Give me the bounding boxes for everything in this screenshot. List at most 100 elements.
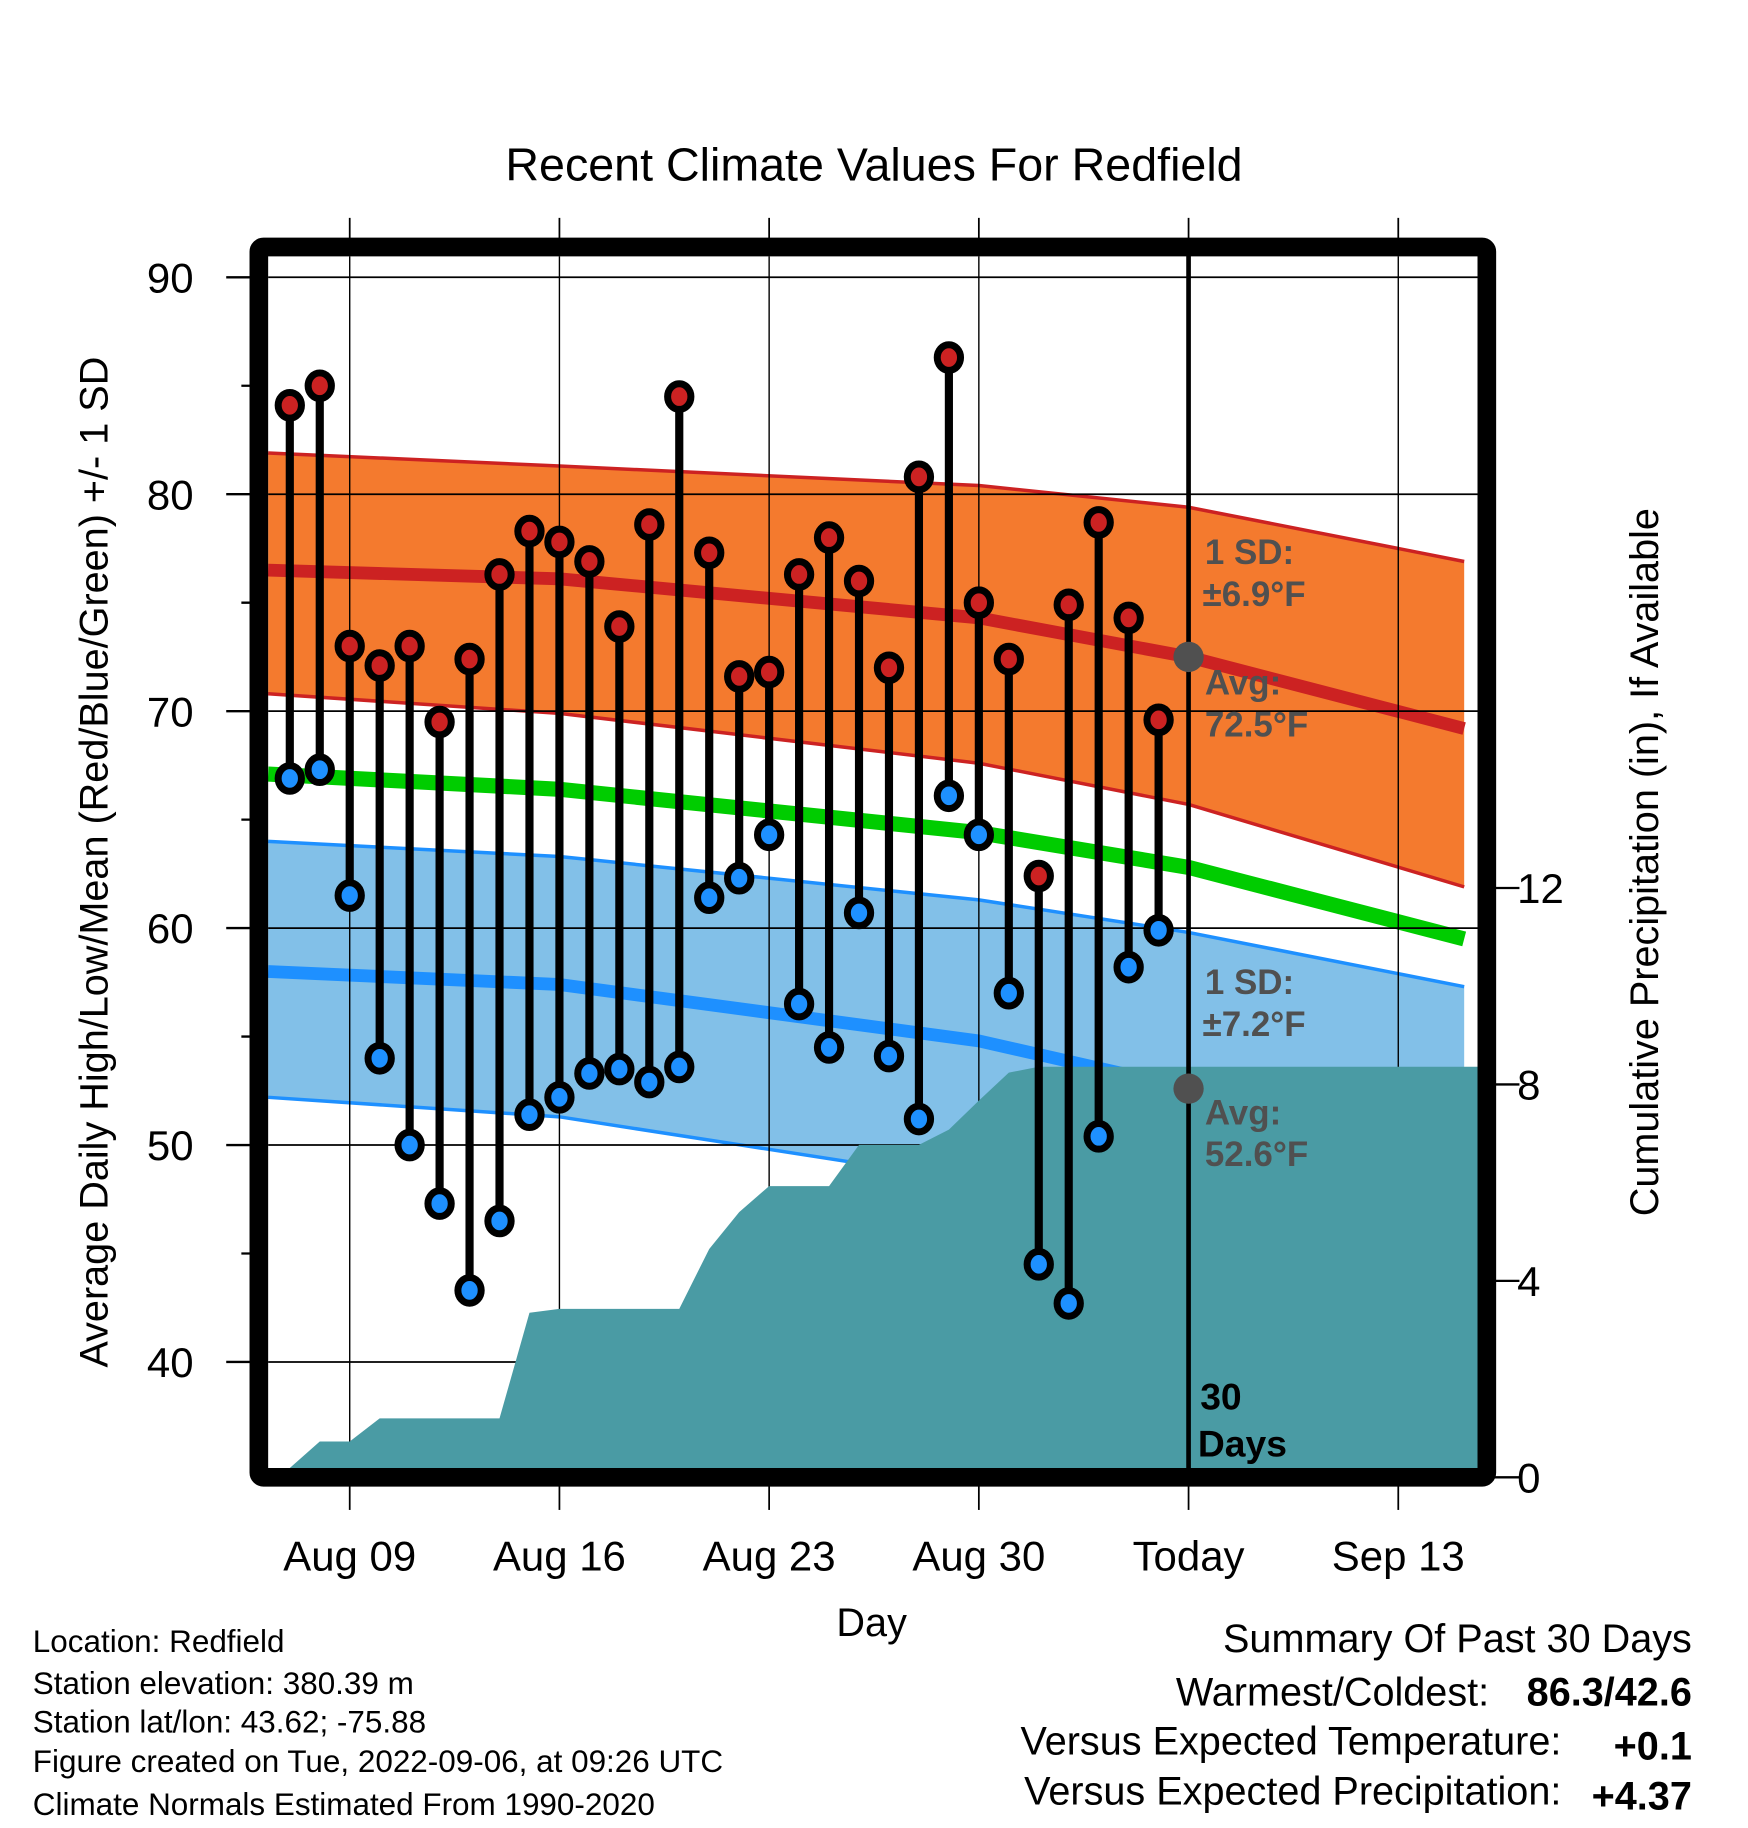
daily-high-point	[843, 564, 875, 598]
daily-high-point	[873, 651, 905, 685]
y-tick-label: 90	[147, 254, 194, 301]
created-text: Figure created on Tue, 2022-09-06, at 09…	[33, 1744, 723, 1779]
normal-low-today-dot	[1173, 1073, 1204, 1104]
daily-high-point	[634, 508, 665, 541]
daily-low-point	[1143, 913, 1174, 947]
daily-low-point	[873, 1039, 905, 1073]
y-tick-label: 70	[147, 688, 194, 735]
daily-low-point	[813, 1031, 845, 1064]
daily-high-point	[813, 521, 845, 554]
daily-high-point	[1083, 506, 1114, 539]
daily-marks-layer	[274, 341, 1174, 1320]
normal-high-today-dot	[1173, 641, 1204, 673]
daily-high-point	[724, 660, 755, 693]
daily-low-point	[484, 1204, 515, 1238]
y2-tick-label: 8	[1517, 1062, 1540, 1109]
daily-low-point	[364, 1041, 395, 1075]
summary-panel: Summary Of Past 30 Days Warmest/Coldest:…	[1020, 1617, 1691, 1818]
y2-tick-label: 4	[1517, 1258, 1540, 1305]
daily-high-point	[394, 629, 425, 663]
summary-title: Summary Of Past 30 Days	[1223, 1617, 1692, 1661]
daily-high-point	[963, 586, 994, 620]
low-sd-value: ±7.2°F	[1203, 1005, 1306, 1044]
high-sd-band	[268, 453, 1465, 887]
daily-low-point	[514, 1098, 545, 1131]
daily-low-point	[574, 1057, 605, 1090]
high-sd-value: ±6.9°F	[1203, 575, 1306, 614]
daily-high-point	[304, 369, 335, 403]
precip-diff-label: Versus Expected Precipitation:	[1024, 1770, 1561, 1814]
daily-low-point	[753, 818, 785, 852]
daily-low-point	[903, 1102, 935, 1136]
station-info: Location: Redfield Station elevation: 38…	[33, 1624, 723, 1822]
low-sd-label: 1 SD:	[1205, 963, 1294, 1002]
daily-low-point	[963, 818, 994, 852]
chart-title: Recent Climate Values For Redfield	[505, 139, 1242, 191]
daily-low-point	[274, 762, 305, 795]
daily-low-point	[783, 987, 815, 1021]
x-axis-label: Day	[836, 1601, 907, 1645]
daily-low-point	[1053, 1287, 1084, 1320]
daily-low-point	[724, 861, 755, 895]
daily-high-point	[1143, 703, 1174, 737]
daily-low-point	[1083, 1120, 1114, 1153]
precip-diff-value: +4.37	[1592, 1774, 1692, 1818]
low-avg-value: 52.6°F	[1205, 1135, 1308, 1174]
plot-frame	[249, 237, 1497, 1487]
daily-high-point	[1023, 859, 1054, 893]
warm-cold-value: 86.3/42.6	[1527, 1671, 1692, 1715]
daily-high-point	[1053, 588, 1084, 622]
daily-high-point	[993, 642, 1024, 676]
daily-high-point	[274, 388, 305, 422]
daily-high-point	[364, 649, 395, 682]
high-sd-label: 1 SD:	[1205, 533, 1294, 572]
daily-low-point	[394, 1128, 425, 1162]
days-word-label: Days	[1198, 1422, 1287, 1464]
daily-high-point	[484, 558, 515, 591]
high-avg-value: 72.5°F	[1205, 705, 1308, 744]
days-count-label: 30	[1200, 1376, 1241, 1418]
y-axis-label: Average Daily High/Low/Mean (Red/Blue/Gr…	[72, 357, 116, 1368]
x-tick-label: Aug 30	[912, 1533, 1045, 1580]
warm-cold-label: Warmest/Coldest:	[1176, 1671, 1489, 1715]
daily-high-point	[424, 705, 455, 739]
daily-high-point	[664, 380, 695, 413]
cumulative-precip-area	[289, 1066, 1478, 1468]
latlon-text: Station lat/lon: 43.62; -75.88	[33, 1704, 426, 1739]
daily-low-point	[1113, 950, 1144, 984]
daily-low-point	[1023, 1248, 1054, 1281]
x-tick-label: Today	[1133, 1533, 1245, 1580]
daily-high-point	[574, 545, 605, 578]
daily-high-point	[1113, 601, 1144, 635]
daily-low-point	[664, 1050, 695, 1084]
daily-low-point	[694, 881, 725, 915]
daily-high-point	[334, 629, 365, 663]
daily-low-point	[843, 896, 875, 930]
location-text: Location: Redfield	[33, 1624, 285, 1659]
daily-high-point	[454, 642, 485, 676]
elevation-text: Station elevation: 380.39 m	[33, 1666, 414, 1701]
daily-low-point	[933, 779, 965, 813]
low-avg-label: Avg:	[1205, 1093, 1281, 1132]
daily-low-point	[604, 1052, 635, 1086]
x-tick-label: Aug 16	[493, 1533, 626, 1580]
daily-high-point	[783, 558, 815, 591]
y-tick-label: 50	[147, 1122, 194, 1169]
x-tick-label: Aug 23	[703, 1533, 836, 1580]
y2-tick-label: 0	[1517, 1454, 1540, 1501]
daily-low-point	[993, 976, 1024, 1010]
daily-high-point	[544, 525, 575, 559]
y-tick-label: 40	[147, 1339, 194, 1386]
normals-text: Climate Normals Estimated From 1990-2020	[33, 1787, 655, 1822]
daily-low-point	[634, 1065, 665, 1099]
annotation-layer: 1 SD: ±6.9°F Avg: 72.5°F 1 SD: ±7.2°F Av…	[1173, 246, 1308, 1468]
daily-low-point	[544, 1080, 575, 1114]
daily-low-point	[334, 879, 365, 912]
daily-high-point	[604, 610, 635, 643]
precip-layer	[289, 1066, 1478, 1468]
high-avg-label: Avg:	[1205, 663, 1281, 702]
x-tick-label: Aug 09	[283, 1533, 416, 1580]
daily-high-point	[514, 514, 545, 548]
